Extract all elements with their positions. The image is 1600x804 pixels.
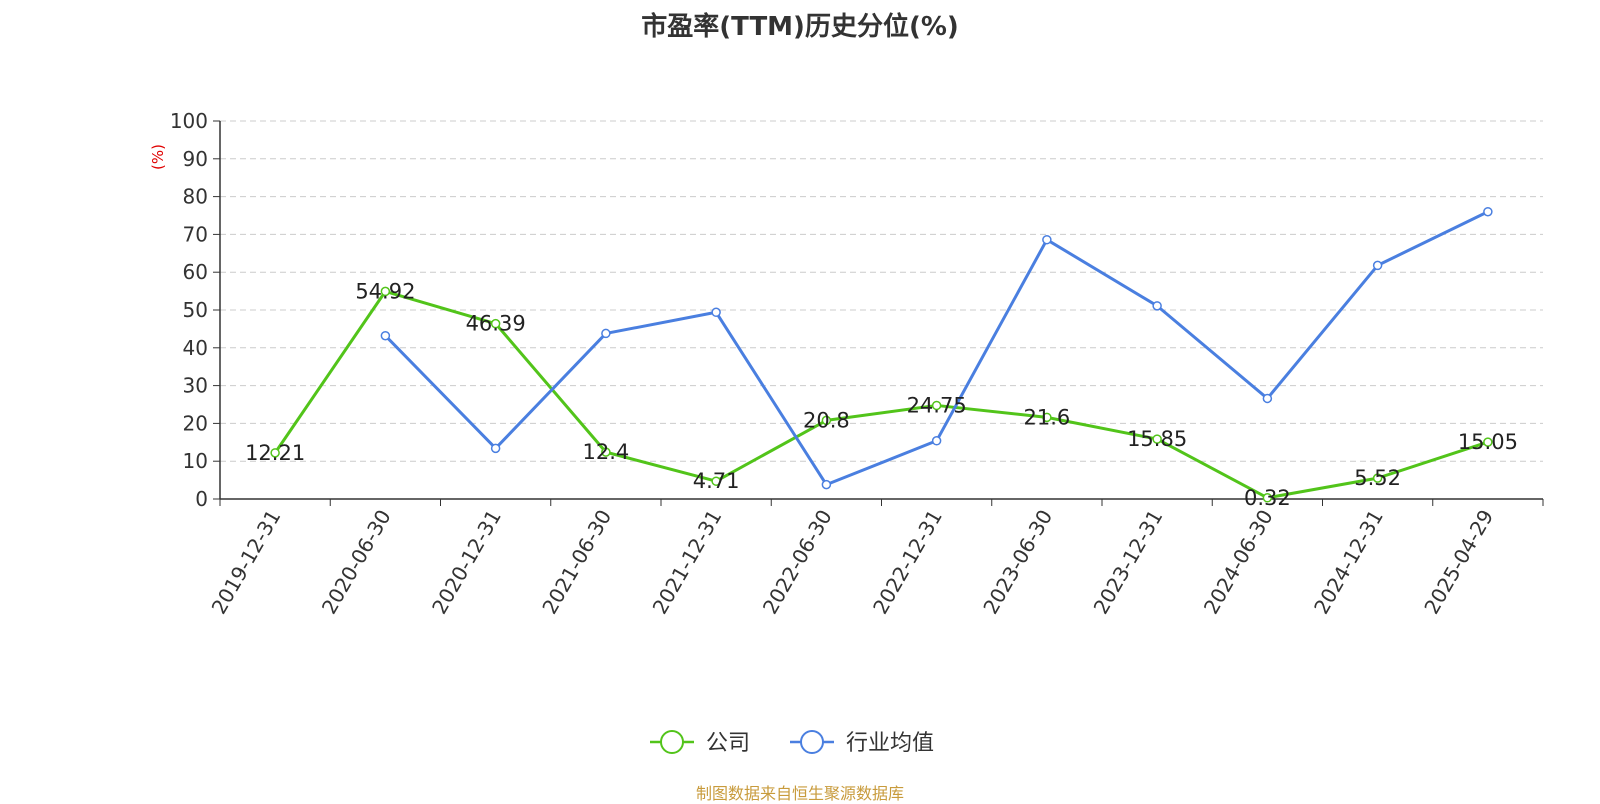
data-label: 5.52 xyxy=(1354,466,1401,490)
x-tick-label: 2023-12-31 xyxy=(1089,506,1168,619)
data-point-1 xyxy=(711,476,721,486)
data-point-2 xyxy=(1042,234,1052,245)
data-label: 24.75 xyxy=(907,393,967,417)
data-point-1 xyxy=(821,415,832,426)
x-tick-label: 2022-12-31 xyxy=(868,506,947,619)
y-tick-label: 20 xyxy=(183,411,208,435)
data-point-1 xyxy=(1042,412,1052,423)
data-point-1 xyxy=(1262,493,1273,503)
data-point-1 xyxy=(380,286,391,297)
data-label: 12.4 xyxy=(582,440,629,464)
data-point-2 xyxy=(380,330,391,341)
data-point-1 xyxy=(1372,473,1383,483)
x-tick-label: 2020-06-30 xyxy=(317,506,396,619)
legend-label: 行业均值 xyxy=(846,731,934,756)
data-point-2 xyxy=(711,307,721,318)
y-tick-label: 80 xyxy=(183,185,208,209)
data-label: 15.05 xyxy=(1458,430,1518,454)
y-tick-label: 100 xyxy=(170,109,208,133)
x-tick-label: 2021-06-30 xyxy=(537,506,616,619)
data-point-2 xyxy=(601,328,611,339)
data-point-2 xyxy=(1152,301,1162,311)
data-label: 20.8 xyxy=(803,408,850,432)
data-point-2 xyxy=(821,479,832,490)
y-tick-label: 50 xyxy=(183,298,208,322)
y-tick-label: 0 xyxy=(195,487,208,511)
y-tick-label: 70 xyxy=(183,222,208,246)
data-point-1 xyxy=(1152,434,1162,444)
legend-marker xyxy=(800,730,824,754)
data-label: 4.71 xyxy=(693,469,740,493)
data-point-2 xyxy=(931,436,942,446)
x-tick-label: 2025-04-29 xyxy=(1419,506,1498,619)
data-label: 21.6 xyxy=(1023,405,1070,429)
series-line-1 xyxy=(273,289,1489,500)
data-label: 46.39 xyxy=(466,312,526,336)
data-point-1 xyxy=(931,400,942,411)
data-point-2 xyxy=(1262,393,1273,404)
legend-label: 公司 xyxy=(706,731,750,756)
data-label: 15.85 xyxy=(1127,427,1187,451)
x-tick-label: 2020-12-31 xyxy=(427,506,506,619)
y-tick-label: 40 xyxy=(183,336,208,360)
data-label: 54.92 xyxy=(355,279,415,303)
data-point-2 xyxy=(490,443,501,454)
data-point-1 xyxy=(270,448,280,458)
x-tick-label: 2022-06-30 xyxy=(758,506,837,619)
data-point-1 xyxy=(490,318,501,329)
x-tick-label: 2024-12-31 xyxy=(1309,506,1388,619)
y-tick-label: 60 xyxy=(183,260,208,284)
y-tick-label: 90 xyxy=(183,147,208,171)
x-tick-label: 2021-12-31 xyxy=(648,506,727,619)
data-point-1 xyxy=(601,447,611,457)
legend-marker xyxy=(660,730,684,754)
chart-title: 市盈率(TTM)历史分位(%) xyxy=(641,12,959,42)
data-point-1 xyxy=(1483,437,1493,447)
x-tick-label: 2024-06-30 xyxy=(1199,506,1278,619)
x-tick-label: 2023-06-30 xyxy=(978,506,1057,619)
data-label: 0.32 xyxy=(1244,486,1291,510)
y-tick-label: 10 xyxy=(183,449,208,473)
x-tick-label: 2019-12-31 xyxy=(207,506,286,619)
data-label: 12.21 xyxy=(245,441,305,465)
data-source-note: 制图数据来自恒生聚源数据库 xyxy=(695,784,904,803)
y-tick-label: 30 xyxy=(183,374,208,398)
y-axis-label: (%) xyxy=(149,144,167,170)
data-point-2 xyxy=(1483,206,1493,217)
data-point-2 xyxy=(1372,260,1383,271)
